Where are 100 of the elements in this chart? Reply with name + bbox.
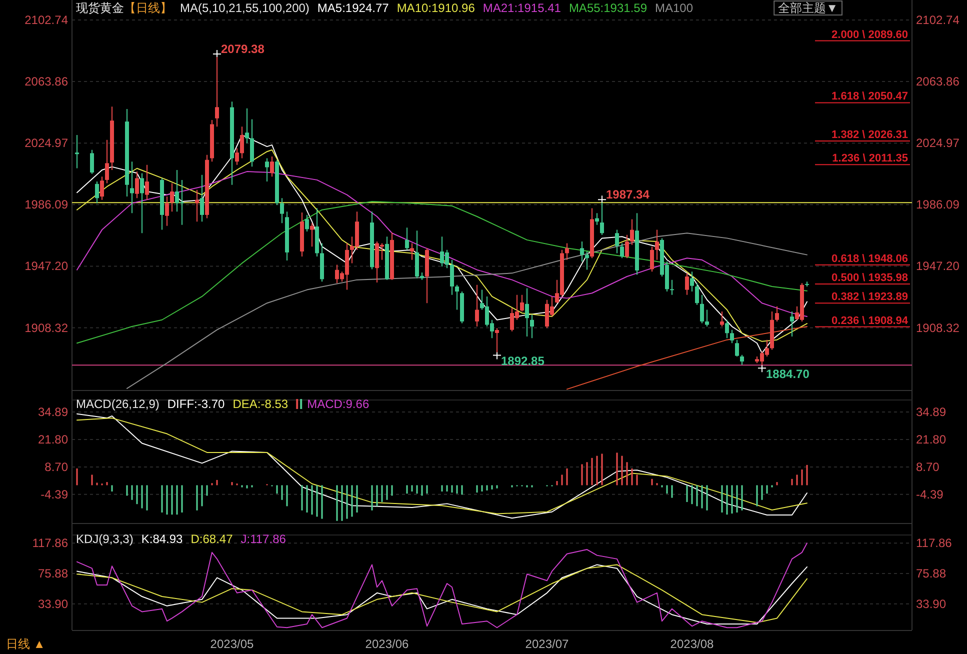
candlestick	[585, 250, 589, 270]
y-tick-label: 2024.97	[24, 136, 68, 150]
line-series	[76, 200, 808, 344]
candlestick	[410, 242, 414, 260]
candlestick	[725, 319, 729, 339]
candlestick	[740, 354, 744, 366]
candlestick	[520, 294, 524, 312]
y2-tick-label: 117.86	[916, 536, 952, 550]
candlestick	[495, 328, 499, 353]
x-tick-label: 2023/08	[670, 637, 714, 651]
text: 日线 ▲	[6, 637, 46, 651]
y2-tick-label: 2102.74	[916, 12, 960, 27]
candlestick	[475, 284, 479, 328]
annotation: 2079.38	[221, 42, 265, 56]
annotation: 1892.85	[501, 354, 545, 368]
text: MA10:1910.96	[396, 1, 476, 15]
candlestick	[455, 284, 459, 310]
y2-tick-label: 1986.09	[916, 198, 960, 212]
candlestick	[245, 108, 249, 144]
candlestick	[595, 212, 599, 226]
ref-line-label: 0.500 \ 1935.98	[832, 272, 908, 284]
y2-tick-label: 21.80	[916, 432, 946, 446]
x-tick-label: 2023/06	[365, 637, 410, 651]
candlestick	[75, 134, 79, 169]
candlestick	[140, 172, 144, 234]
text: 全部主题▼	[778, 1, 838, 15]
chart-title: MACD(26,12,9)	[76, 397, 160, 411]
candlestick	[250, 118, 254, 168]
candlestick	[100, 176, 104, 200]
candlestick	[170, 182, 174, 212]
candlestick	[215, 56, 219, 128]
annotation: 1884.70	[766, 367, 810, 382]
line-series	[566, 326, 808, 390]
candlestick	[625, 234, 629, 259]
y2-tick-label: 2024.97	[916, 136, 960, 150]
legend-label: MACD:9.66	[307, 397, 370, 411]
y2-tick-label: 2063.86	[916, 74, 960, 89]
y2-tick-label: 75.88	[916, 566, 946, 580]
candlestick	[790, 310, 794, 337]
x-tick-label: 2023/07	[525, 637, 570, 651]
candlestick	[105, 139, 109, 184]
candlestick	[265, 158, 269, 182]
y-tick-label: 2063.86	[24, 74, 68, 89]
y-tick-label: 1947.20	[24, 259, 68, 274]
candlestick	[530, 314, 534, 339]
text: DEA:-8.53	[232, 397, 288, 411]
candlestick	[280, 198, 284, 224]
candlestick	[145, 164, 149, 200]
candlestick	[580, 241, 584, 262]
ref-line-label: 0.382 \ 1923.89	[832, 291, 908, 304]
candlestick	[195, 189, 199, 222]
text: MA5:1924.77	[317, 1, 390, 15]
candlestick	[405, 227, 409, 250]
candlestick	[620, 242, 624, 259]
candlestick	[525, 288, 529, 337]
ref-line-label: 0.618 \ 1948.06	[832, 252, 908, 265]
text: MA100	[655, 1, 694, 15]
y-tick-label: 21.80	[38, 432, 68, 446]
candlestick	[565, 242, 569, 260]
ref-line-label: 1.382 \ 2026.31	[832, 128, 908, 141]
x-tick-label: 2023/05	[210, 637, 254, 651]
candlestick	[690, 271, 694, 292]
candlestick	[305, 214, 309, 232]
candlestick	[165, 196, 169, 226]
candlestick	[655, 229, 659, 260]
chart-title: 现货黄金	[76, 1, 124, 15]
y-tick-label: -4.39	[40, 487, 68, 502]
y-tick-label: 2102.74	[24, 12, 68, 27]
line-series	[126, 232, 808, 389]
text: MA55:1931.59	[568, 1, 648, 15]
candlestick	[135, 171, 139, 199]
annotation: 1987.34	[606, 188, 650, 202]
ref-line-label: 0.236 \ 1908.94	[832, 314, 909, 327]
y-tick-label: 8.70	[44, 460, 68, 474]
candlestick	[705, 309, 709, 328]
candlestick	[450, 259, 454, 296]
candlestick	[775, 306, 779, 322]
candlestick	[270, 156, 274, 178]
y2-tick-label: -4.39	[916, 487, 944, 502]
text: MA21:1915.41	[482, 1, 562, 15]
ref-line-label: 1.618 \ 2050.47	[832, 90, 908, 103]
text: D:68.47	[190, 532, 234, 546]
candlestick	[630, 218, 634, 246]
chart-subtitle: 【日线】	[124, 1, 172, 15]
candlestick	[130, 161, 134, 214]
y2-tick-label: 1908.32	[916, 320, 960, 335]
ref-line-label: 2.000 \ 2089.60	[832, 28, 908, 41]
candlestick	[310, 222, 314, 248]
candlestick	[685, 272, 689, 296]
legend-title: MA(5,10,21,55,100,200)	[180, 1, 310, 15]
ref-line-label: 1.236 \ 2011.35	[832, 152, 908, 165]
text: DIFF:-3.70	[167, 397, 226, 411]
candlestick	[650, 246, 654, 272]
y2-tick-label: 1947.20	[916, 259, 960, 274]
candlestick	[720, 310, 724, 328]
y-tick-label: 1986.09	[24, 198, 68, 212]
y-tick-label: 1908.32	[24, 320, 68, 335]
candlestick	[600, 202, 604, 236]
y2-tick-label: 33.90	[916, 596, 946, 611]
candlestick	[695, 282, 699, 306]
